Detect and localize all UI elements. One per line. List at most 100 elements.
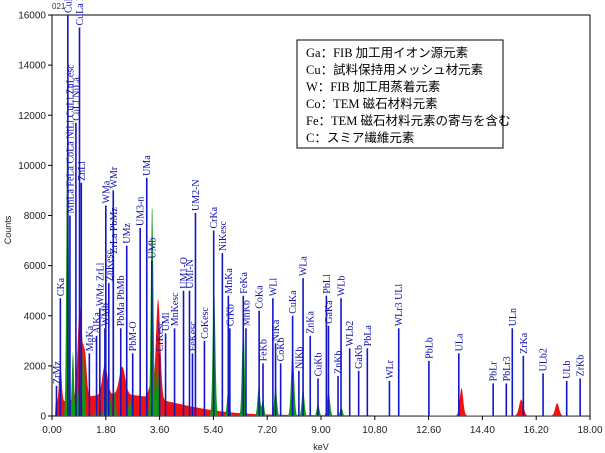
x-tick: 1.80	[96, 416, 116, 436]
marker-label: CuLa ZnLa ZnLb	[75, 0, 86, 26]
marker-label: ZnKb	[334, 351, 345, 374]
element-marker: MnKesc	[170, 292, 181, 416]
x-tick: 5.40	[204, 416, 224, 436]
marker-label: WLr3 ULl	[394, 284, 405, 327]
element-marker: PbLl	[322, 274, 333, 416]
element-marker: FeKb	[259, 339, 270, 416]
element-marker: FeKesc	[188, 321, 199, 416]
marker-label: ULn	[508, 308, 519, 326]
element-marker: MnKb	[241, 300, 252, 416]
marker-label: UM1-O	[179, 257, 190, 289]
marker-label: CuKb	[314, 353, 325, 377]
element-marker: ULb2	[539, 348, 550, 416]
element-marker: WLr3 ULl	[394, 284, 405, 416]
element-marker: CuLl NiLa	[71, 77, 82, 416]
marker-label: WMz ZrLl	[95, 262, 106, 306]
x-tick: 3.60	[150, 416, 170, 436]
marker-label: MnKesc	[170, 292, 181, 326]
element-marker: ULb	[562, 361, 573, 416]
element-marker: PbMa PbMb	[116, 275, 127, 416]
marker-label: GaKa	[324, 300, 335, 324]
y-tick: 0	[40, 412, 52, 423]
legend-entry: C：スミア繊維元素	[306, 130, 414, 145]
x-tick: 14.40	[470, 416, 495, 436]
marker-label: CoKb	[276, 337, 287, 361]
element-marker: UM1-O	[179, 257, 190, 416]
element-marker: MgKa	[85, 325, 96, 416]
y-tick: 8000	[24, 211, 52, 222]
marker-label: WLl	[268, 278, 279, 297]
x-tick-label: 9.00	[311, 425, 331, 436]
element-marker: UMl-N	[185, 259, 196, 416]
element-marker: UMz	[122, 222, 133, 416]
marker-label: CoKesc	[200, 307, 211, 339]
element-marker: PbLa	[363, 325, 374, 416]
y-tick-label: 0	[40, 412, 46, 423]
marker-label: ULa	[454, 333, 465, 351]
x-tick-label: 5.40	[204, 425, 224, 436]
marker-label: CrKb	[225, 304, 236, 326]
element-marker: PbLr	[489, 361, 500, 416]
x-tick-label: 18.00	[577, 425, 602, 436]
y-tick: 10000	[18, 161, 52, 172]
marker-label: FeKa	[239, 271, 250, 293]
x-tick-label: 1.80	[96, 425, 116, 436]
y-tick-label: 12000	[18, 111, 46, 122]
element-marker: ZrLa PbMz	[109, 207, 120, 416]
marker-label: WLr	[385, 359, 396, 379]
element-marker: ZnKb	[334, 351, 345, 416]
marker-label: CoKa	[255, 285, 266, 309]
marker-label: ULb2	[539, 348, 550, 371]
y-axis-title: Counts	[3, 215, 13, 244]
element-marker: WMz ZrLl	[95, 262, 106, 416]
element-marker: WLr	[385, 359, 396, 416]
element-marker: ZrMz	[52, 361, 63, 416]
element-marker: WLb	[337, 276, 348, 416]
marker-label: PbLr	[489, 361, 500, 382]
element-marker: CuKb	[314, 353, 325, 416]
marker-label: NiKa	[271, 319, 282, 341]
marker-label: PbLb	[424, 337, 435, 359]
marker-label: WLa	[299, 256, 310, 277]
marker-label: WMr	[109, 166, 120, 188]
marker-label: PbM-O	[128, 321, 139, 351]
marker-label: MgKa	[85, 325, 96, 351]
element-marker: CoKa	[255, 285, 266, 416]
element-marker: FeKa	[239, 271, 250, 416]
legend-entry: Co：TEM 磁石材料元素	[306, 96, 438, 111]
marker-label: CuLl NiLa	[71, 77, 82, 121]
marker-label: UMl	[161, 312, 172, 331]
marker-label: ZrKa	[519, 332, 530, 354]
element-marker: UMl	[161, 312, 172, 416]
element-marker: ZrKb	[576, 355, 587, 416]
marker-label: UMb	[147, 237, 158, 258]
element-marker: CrKa	[209, 206, 220, 416]
x-tick: 12.60	[416, 416, 442, 436]
element-marker: CuLl OKa	[63, 0, 74, 416]
y-tick: 2000	[24, 361, 52, 372]
x-tick-label: 10.80	[362, 425, 387, 436]
element-marker: UM3-n	[136, 197, 147, 416]
element-marker: UMb	[147, 237, 158, 416]
marker-label: WLb	[337, 276, 348, 297]
legend-entry: Cu：試料保持用メッシュ材元素	[306, 62, 483, 77]
marker-label: FeKesc	[188, 321, 199, 352]
y-axis: 0 2000 4000 6000 8000 10000 12000 14000 16000	[18, 11, 52, 423]
element-marker: CuLa ZnLa ZnLb	[75, 0, 86, 416]
marker-label: UM3-n	[136, 197, 147, 226]
legend-entry: Ga：FIB 加工用イオン源元素	[306, 46, 468, 60]
marker-label: ZnLl	[77, 161, 88, 181]
element-marker: WLl	[268, 278, 279, 416]
y-tick: 14000	[18, 61, 52, 72]
marker-label: UMl-N	[185, 259, 196, 288]
marker-label: ULb	[562, 361, 573, 379]
element-marker: UM2-N	[191, 179, 202, 416]
y-tick-label: 2000	[24, 361, 47, 372]
element-marker: GaKb	[354, 345, 365, 416]
marker-label: UMa	[142, 155, 153, 176]
marker-label: ZrMz	[52, 361, 63, 384]
marker-label: MnKb	[241, 300, 252, 326]
marker-label: ZrLa PbMz	[109, 207, 120, 254]
legend-entry: Fe：TEM 磁石材料元素の寄与を含む	[306, 113, 511, 128]
